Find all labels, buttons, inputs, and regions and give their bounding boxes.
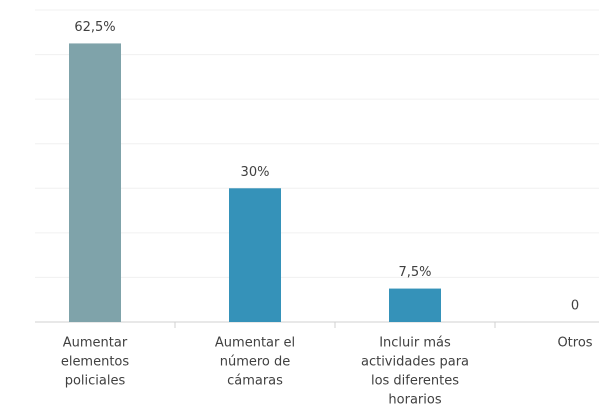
x-tick-label: horarios	[388, 393, 441, 408]
x-tick-label: actividades para	[361, 355, 469, 370]
bar	[229, 188, 281, 322]
x-tick-label: los diferentes	[371, 374, 459, 389]
value-label: 7,5%	[398, 265, 431, 280]
x-tick-label: Aumentar el	[215, 336, 295, 351]
value-label: 62,5%	[74, 20, 115, 35]
x-tick-label: Incluir más	[379, 336, 451, 351]
x-tick-label: Otros	[557, 336, 592, 351]
x-tick-label: elementos	[61, 355, 130, 370]
x-tick-label: número de	[220, 355, 291, 370]
x-tick-label: cámaras	[227, 374, 283, 389]
value-label: 30%	[241, 165, 270, 180]
x-tick-label: Aumentar	[63, 336, 128, 351]
bar	[389, 288, 441, 322]
bar	[69, 43, 121, 323]
x-tick-label: policiales	[65, 374, 126, 389]
value-label: 0	[571, 299, 579, 314]
